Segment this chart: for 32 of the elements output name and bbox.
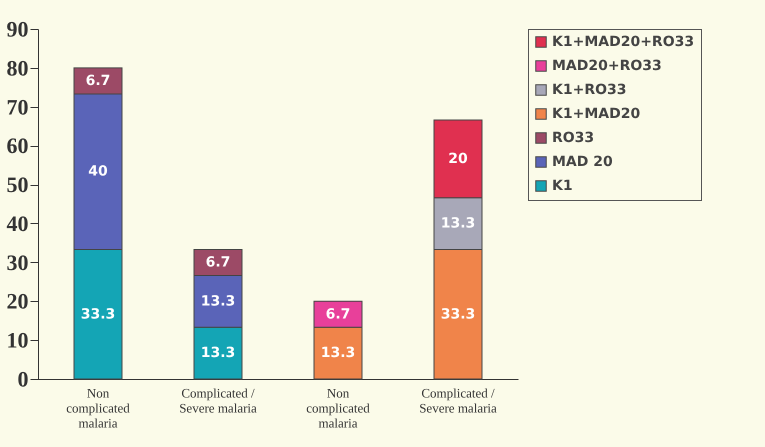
data-label: 13.3 [440, 216, 476, 232]
x-tick-label: Non complicated malaria [306, 386, 370, 430]
data-label: 13.3 [200, 345, 236, 362]
legend-label: MAD20+RO33 [552, 58, 662, 74]
y-tick-label: 80 [6, 55, 28, 80]
data-label: 6.7 [326, 306, 350, 322]
y-tick-label: 30 [6, 250, 28, 275]
data-label: 40 [88, 164, 108, 180]
data-label: 6.7 [206, 254, 230, 271]
x-tick-label: Complicated / Severe malaria [419, 386, 498, 416]
data-label: 6.7 [86, 72, 110, 89]
x-tick-label: Complicated / Severe malaria [179, 386, 258, 416]
x-tick-label: Non complicated malaria [66, 386, 130, 430]
data-label: 13.3 [320, 345, 356, 362]
legend-label: RO33 [552, 130, 594, 146]
data-label: 33.3 [80, 306, 116, 322]
y-tick-label: 0 [18, 366, 28, 392]
legend-label: K1+MAD20 [552, 106, 640, 122]
data-label: 33.3 [440, 306, 476, 322]
data-label: 13.3 [200, 293, 236, 310]
legend-label: K1+MAD20+RO33 [552, 34, 694, 50]
y-tick-label: 20 [6, 288, 28, 314]
legend-label: K1 [552, 178, 573, 194]
legend-label: MAD 20 [552, 154, 614, 170]
y-tick-label: 10 [6, 328, 28, 353]
data-label: 20 [448, 150, 468, 167]
y-tick-label: 40 [6, 210, 28, 236]
y-tick-label: 70 [6, 94, 28, 120]
y-tick-label: 60 [6, 133, 28, 158]
y-tick-label: 50 [6, 172, 28, 198]
legend-label: K1+RO33 [552, 82, 626, 98]
y-tick-label: 90 [6, 16, 28, 42]
